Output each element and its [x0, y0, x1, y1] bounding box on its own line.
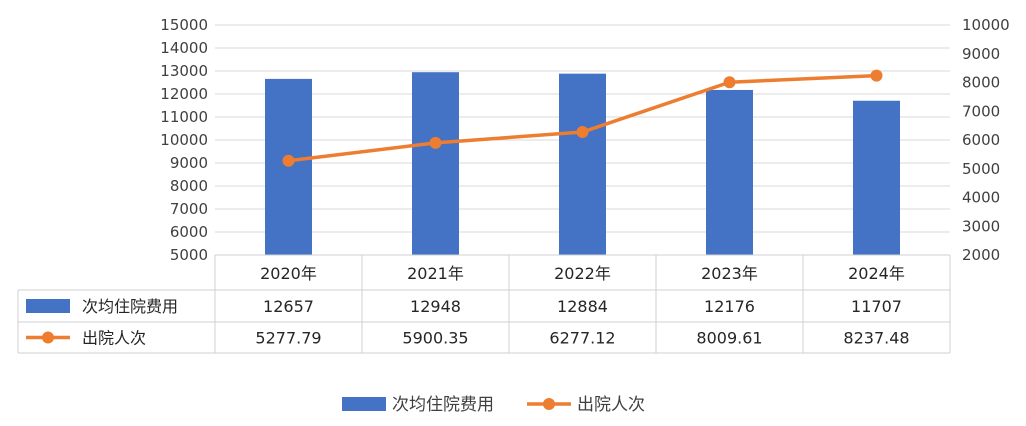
- value-cell: 5277.79: [255, 329, 321, 348]
- left-tick-label: 11000: [160, 108, 208, 126]
- right-tick-label: 6000: [962, 131, 1000, 149]
- category-label: 2022年: [554, 264, 611, 283]
- category-label: 2023年: [701, 264, 758, 283]
- legend-label: 次均住院费用: [392, 395, 494, 415]
- bar: [706, 89, 753, 256]
- bar: [412, 72, 459, 255]
- series-name: 出院人次: [82, 329, 146, 348]
- right-tick-label: 10000: [962, 16, 1010, 34]
- line-point: [723, 76, 736, 89]
- legend-label: 出院人次: [577, 395, 645, 415]
- legend: 次均住院费用 出院人次: [342, 395, 645, 415]
- value-cell: 6277.12: [549, 329, 615, 348]
- right-tick-label: 2000: [962, 246, 1000, 264]
- value-cell: 12657: [263, 297, 314, 316]
- right-tick-label: 8000: [962, 74, 1000, 92]
- bar: [559, 73, 606, 255]
- right-tick-label: 9000: [962, 45, 1000, 63]
- line-point: [576, 126, 589, 139]
- right-tick-label: 5000: [962, 160, 1000, 178]
- left-tick-label: 10000: [160, 131, 208, 149]
- bar: [265, 78, 312, 255]
- value-cell: 8009.61: [696, 329, 762, 348]
- line-point: [429, 136, 442, 149]
- series-name: 次均住院费用: [82, 297, 178, 316]
- value-cell: 5900.35: [402, 329, 468, 348]
- value-cell: 11707: [851, 297, 902, 316]
- category-label: 2020年: [260, 264, 317, 283]
- right-tick-label: 4000: [962, 189, 1000, 207]
- value-cell: 12176: [704, 297, 755, 316]
- bar: [853, 100, 900, 255]
- left-tick-label: 12000: [160, 85, 208, 103]
- left-tick-label: 14000: [160, 39, 208, 57]
- left-y-axis: 5000 6000 7000 8000 9000 10000 11000 12000 13000…: [160, 16, 208, 264]
- bar-series: [265, 72, 900, 256]
- value-cell: 12948: [410, 297, 461, 316]
- category-label: 2024年: [848, 264, 905, 283]
- left-tick-label: 6000: [170, 223, 208, 241]
- right-y-axis: 2000 3000 4000 5000 6000 7000 8000 9000 10000: [962, 16, 1010, 264]
- left-tick-label: 9000: [170, 154, 208, 172]
- left-tick-label: 13000: [160, 62, 208, 80]
- table-line-key-marker: [42, 331, 54, 344]
- left-tick-label: 8000: [170, 177, 208, 195]
- left-tick-label: 15000: [160, 16, 208, 34]
- line-point: [282, 154, 295, 167]
- legend-bar-key: [342, 397, 386, 411]
- line-series: [282, 69, 883, 167]
- legend-line-marker: [543, 398, 555, 410]
- value-cell: 8237.48: [843, 329, 909, 348]
- left-tick-label: 5000: [170, 246, 208, 264]
- category-label: 2021年: [407, 264, 464, 283]
- table-bar-key: [26, 299, 70, 313]
- left-tick-label: 7000: [170, 200, 208, 218]
- value-cell: 12884: [557, 297, 608, 316]
- right-tick-label: 3000: [962, 217, 1000, 235]
- right-tick-label: 7000: [962, 102, 1000, 120]
- line-point: [870, 69, 883, 82]
